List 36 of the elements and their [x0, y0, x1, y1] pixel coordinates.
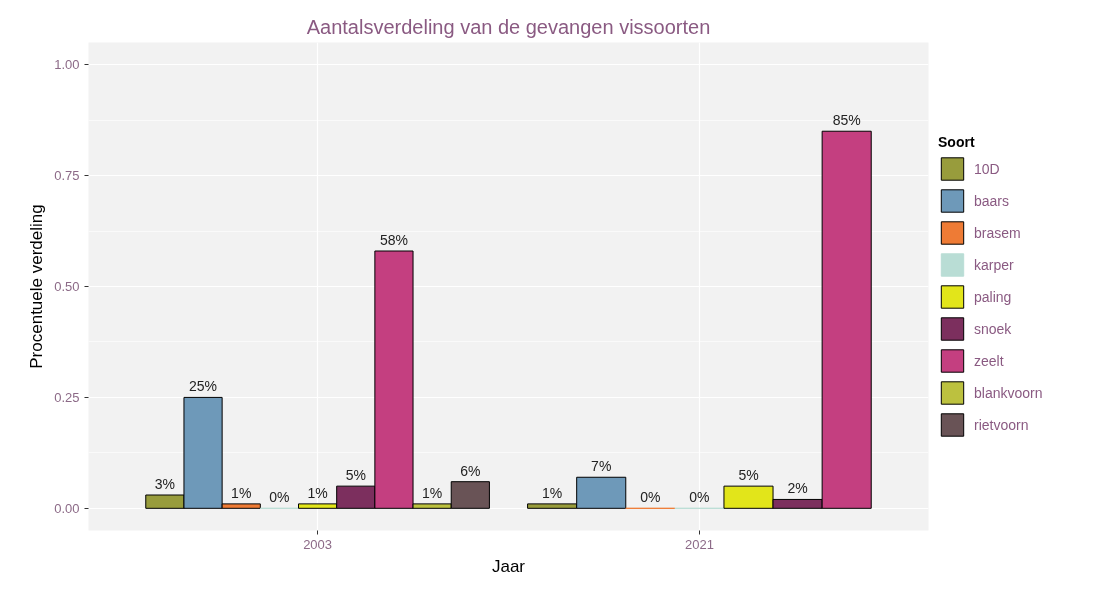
legend-label: paling — [974, 288, 1012, 305]
data-label: 1% — [307, 484, 328, 501]
legend-label: baars — [974, 192, 1010, 209]
data-label: 25% — [189, 378, 218, 395]
data-label: 7% — [591, 458, 612, 475]
data-label: 3% — [154, 476, 175, 493]
data-label: 2% — [787, 480, 808, 497]
data-label: 58% — [379, 232, 408, 249]
chart-title: Aantalsverdeling van de gevangen vissoorten — [306, 15, 711, 38]
data-label: 5% — [738, 467, 759, 484]
data-label: 1% — [422, 484, 443, 501]
legend-label: blankvoorn — [974, 384, 1043, 401]
data-label: 5% — [345, 467, 366, 484]
legend-label: karper — [974, 256, 1014, 273]
x-tick-label: 2003 — [303, 536, 333, 552]
y-tick-label: 0.25 — [54, 389, 80, 405]
legend-label: rietvoorn — [974, 416, 1029, 433]
y-tick-label: 0.75 — [54, 168, 80, 184]
data-label: 6% — [460, 462, 481, 479]
legend-label: snoek — [974, 320, 1012, 337]
data-label: 0% — [269, 489, 290, 506]
data-label: 1% — [231, 484, 252, 501]
y-tick-label: 1.00 — [54, 57, 80, 73]
data-label: 0% — [640, 489, 661, 506]
y-tick-label: 0.00 — [54, 500, 80, 516]
y-tick-label: 0.50 — [54, 279, 80, 294]
legend-label: 10D — [974, 160, 1000, 177]
y-axis-title: Procentuele verdeling — [27, 204, 47, 369]
data-label: 1% — [542, 484, 563, 501]
x-tick-label: 2021 — [684, 536, 714, 552]
data-label: 0% — [689, 489, 710, 506]
x-axis-title: Jaar — [491, 556, 526, 576]
legend-label: brasem — [974, 224, 1021, 241]
legend-label: zeelt — [974, 352, 1004, 369]
data-label: 85% — [832, 112, 861, 129]
legend-title: Soort — [938, 133, 976, 150]
